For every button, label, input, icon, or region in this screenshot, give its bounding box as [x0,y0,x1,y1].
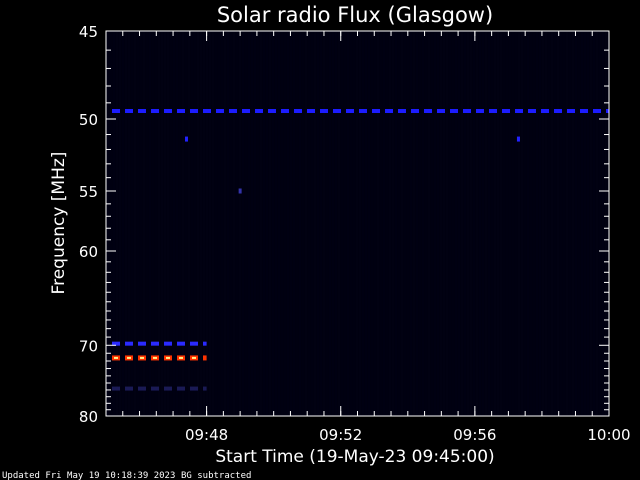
signal-band-segment [177,109,185,113]
signal-band-segment [112,386,120,391]
signal-band-segment [580,109,588,113]
signal-band-segment [489,109,497,113]
signal-band-segment [385,109,393,113]
signal-band-core [114,356,118,359]
signal-band-segment [294,109,302,113]
signal-band-segment [138,341,146,346]
y-tick-label: 50 [79,111,98,129]
signal-band-segment [112,341,120,346]
signal-band-segment [216,109,224,113]
signal-band-segment [463,109,471,113]
signal-band-segment [138,386,146,391]
signal-band-segment [359,109,367,113]
signal-band-segment [151,386,159,391]
signal-band-segment [125,386,133,391]
x-tick-label: 10:00 [587,426,630,444]
signal-band-segment [346,109,354,113]
signal-band-segment [203,355,207,361]
y-tick-label: 55 [79,183,98,201]
footer-updated: Updated Fri May 19 10:18:39 2023 [2,471,175,480]
signal-band-segment [190,341,198,346]
signal-band-segment [203,341,207,346]
y-tick-label: 45 [79,23,98,41]
signal-band-core [166,356,170,359]
signal-spot [238,188,242,194]
signal-band-segment [411,109,419,113]
signal-band-segment [437,109,445,113]
footer-note: BG subtracted [181,471,251,480]
signal-band-segment [268,109,276,113]
signal-band-segment [112,109,120,113]
signal-band-segment [476,109,484,113]
axes: 45 50 55 60 70 80 09:48 09:52 09:56 10:00 [79,23,631,444]
signal-band-segment [255,109,263,113]
x-tick-label: 09:52 [319,426,362,444]
signal-band-segment [424,109,432,113]
signal-band-segment [528,109,536,113]
signal-band-segment [190,109,198,113]
signal-band-segment [203,109,211,113]
signal-band-segment [177,341,185,346]
signal-band-segment [229,109,237,113]
signal-band-segment [125,109,133,113]
signal-band-segment [515,109,523,113]
signal-band-segment [151,341,159,346]
x-axis-label: Start Time (19-May-23 09:45:00) [215,447,494,467]
x-tick-label: 09:56 [453,426,496,444]
signal-band-segment [307,109,315,113]
signal-band-core [140,356,144,359]
signal-spot [516,136,520,142]
signal-band-segment [138,109,146,113]
signal-band-segment [450,109,458,113]
signal-band-segment [502,109,510,113]
x-tick-label: 09:48 [185,426,228,444]
y-axis-label: Frequency [MHz] [49,152,69,295]
signal-band-segment [164,386,172,391]
signal-band-segment [606,109,609,113]
signal-band-core [127,356,131,359]
signal-band-segment [567,109,575,113]
signal-band-segment [372,109,380,113]
spectrogram-background [106,31,609,416]
chart-title: Solar radio Flux (Glasgow) [217,3,493,27]
signal-band-segment [242,109,250,113]
signal-band-segment [320,109,328,113]
signal-band-segment [190,386,198,391]
signal-band-segment [164,109,172,113]
signal-band-segment [203,386,207,391]
y-tick-label: 80 [79,408,98,426]
signal-band-segment [333,109,341,113]
signal-band-segment [177,386,185,391]
signal-band-core [192,356,196,359]
signal-spot [184,136,188,142]
signal-band-core [153,356,157,359]
signal-band-segment [398,109,406,113]
signal-band-core [179,356,183,359]
y-tick-label: 70 [79,337,98,355]
y-tick-label: 60 [79,243,98,261]
signal-band-segment [151,109,159,113]
signal-band-segment [541,109,549,113]
signal-band-segment [593,109,601,113]
signal-band-segment [554,109,562,113]
signal-band-segment [281,109,289,113]
plot-area [106,31,609,416]
signal-band-segment [125,341,133,346]
signal-band-segment [164,341,172,346]
